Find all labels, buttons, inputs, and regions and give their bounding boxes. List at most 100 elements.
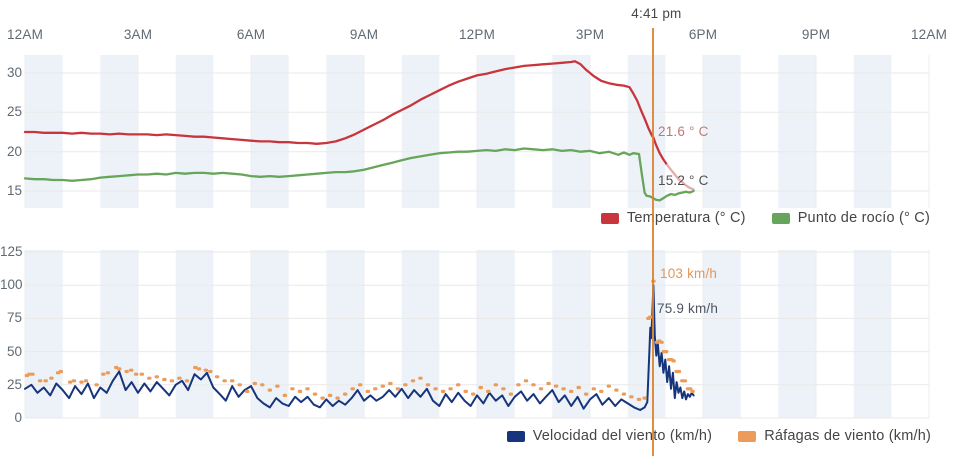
temperature-current-value-label: 21.6 ° C xyxy=(658,124,709,139)
temp-axis-tick-label: 20 xyxy=(6,144,22,159)
wind-gust-dot xyxy=(177,376,182,380)
wind-gust-dot xyxy=(621,392,627,396)
wind-gust-dot xyxy=(486,389,491,393)
wind-gust-dot xyxy=(169,379,175,383)
wind-gust-dot xyxy=(214,375,220,379)
wind-gust-dot xyxy=(260,383,265,387)
wind-gust-dot xyxy=(297,389,303,393)
wind-gust-dot xyxy=(671,359,676,363)
wind-gust-dot xyxy=(327,393,333,397)
hour-band xyxy=(703,55,741,208)
wind-gust-dot xyxy=(162,377,167,382)
hour-band xyxy=(100,55,138,208)
dew-point-current-value-label: 15.2 ° C xyxy=(658,173,709,188)
wind-gust-dot xyxy=(154,375,159,379)
hour-band xyxy=(552,55,590,208)
temperature-line xyxy=(23,60,669,167)
wind-gust-dot xyxy=(30,372,35,376)
temperature-legend-label: Temperatura (° C) xyxy=(626,210,746,226)
wind-gust-dot xyxy=(629,395,634,399)
wind-gust-dot xyxy=(538,387,544,391)
hour-band xyxy=(627,250,666,418)
hour-band xyxy=(251,250,289,418)
wind-gust-current-value-label: 103 km/h xyxy=(660,266,718,281)
x-axis-tick-label: 9PM xyxy=(801,27,831,42)
wind-gust-dot xyxy=(252,381,257,386)
wind-axis-tick-label: 75 xyxy=(6,310,22,325)
legend-item-dew-point[interactable]: Punto de rocío (° C) xyxy=(771,210,930,226)
wind-gust-dot xyxy=(282,393,288,397)
wind-gust-dot xyxy=(642,396,647,400)
legend-item-wind-speed[interactable]: Velocidad del viento (km/h) xyxy=(506,428,713,444)
wind-gust-dot xyxy=(133,372,139,376)
legend-item-temperature[interactable]: Temperatura (° C) xyxy=(600,210,746,226)
wind-gust-dot xyxy=(388,381,393,386)
hour-band xyxy=(853,55,892,208)
wind-gust-dot xyxy=(493,383,498,387)
temperature-legend-swatch xyxy=(600,212,619,224)
wind-gust-dot xyxy=(267,388,272,392)
wind-gust-dot xyxy=(523,379,529,383)
wind-gust-dot xyxy=(463,389,468,393)
x-axis-tick-label: 12PM xyxy=(458,27,496,42)
wind-gust-dot xyxy=(546,381,551,386)
hour-band xyxy=(778,250,816,418)
hour-band xyxy=(477,55,515,208)
x-axis-tick-label: 9AM xyxy=(349,27,379,42)
wind-gust-dot xyxy=(456,383,461,387)
wind-gust-dot xyxy=(43,379,48,383)
wind-gust-dot xyxy=(448,387,453,391)
wind-gust-dot xyxy=(403,383,408,387)
wind-gust-dot xyxy=(208,369,213,374)
wind-gust-dot xyxy=(688,387,693,391)
wind-gust-dot xyxy=(569,389,574,393)
wind-axis-tick-label: 25 xyxy=(6,377,22,392)
wind-gust-dot xyxy=(335,396,340,400)
wind-gust-dot xyxy=(290,387,295,391)
wind-speed-legend-label: Velocidad del viento (km/h) xyxy=(532,428,713,444)
dew-point-legend-swatch xyxy=(771,212,790,224)
wind-gust-dot xyxy=(117,367,122,371)
wind-gust-dot xyxy=(425,383,431,387)
wind-gust-dot xyxy=(184,379,190,383)
wind-gust-dot xyxy=(305,387,310,391)
wind-gust-dot xyxy=(418,376,423,380)
wind-gust-dot xyxy=(139,372,144,376)
current-time-line xyxy=(652,28,654,456)
wind-gust-dot xyxy=(196,367,202,371)
wind-gust-dot xyxy=(222,379,227,383)
wind-gust-dot xyxy=(358,383,363,387)
wind-gust-dot xyxy=(508,392,514,396)
temp-axis-tick-label: 25 xyxy=(6,104,22,119)
current-time-label: 4:41 pm xyxy=(631,6,682,21)
hour-band xyxy=(25,250,63,418)
wind-gust-dot xyxy=(553,384,559,388)
wind-gust-dot xyxy=(380,384,385,388)
wind-axis-tick-label: 50 xyxy=(6,344,22,359)
wind-gust-dot xyxy=(591,387,596,391)
wind-axis-tick-label: 0 xyxy=(14,410,22,425)
wind-gusts-legend-swatch xyxy=(738,430,757,442)
hour-band xyxy=(175,250,214,418)
hour-band xyxy=(401,55,440,208)
legend-item-wind-gusts[interactable]: Ráfagas de viento (km/h) xyxy=(738,428,931,444)
wind-gust-dot xyxy=(440,389,446,393)
wind-gust-dot xyxy=(478,385,483,390)
wind-gust-dot xyxy=(373,387,378,391)
wind-gust-dot xyxy=(501,387,506,391)
wind-gust-dot xyxy=(230,379,235,383)
wind-gust-dot xyxy=(124,369,129,374)
wind-gust-dot xyxy=(193,365,198,370)
hour-band xyxy=(778,55,816,208)
hour-band xyxy=(326,55,364,208)
hour-band xyxy=(401,250,440,418)
wind-axis-tick-label: 100 xyxy=(0,277,23,292)
x-axis-tick-label: 12AM xyxy=(910,27,948,42)
hour-band xyxy=(853,250,892,418)
wind-gust-dot xyxy=(105,371,111,375)
wind-gust-dot xyxy=(576,385,581,390)
wind-gust-dot xyxy=(147,376,152,380)
x-axis-tick-label: 6AM xyxy=(236,27,266,42)
